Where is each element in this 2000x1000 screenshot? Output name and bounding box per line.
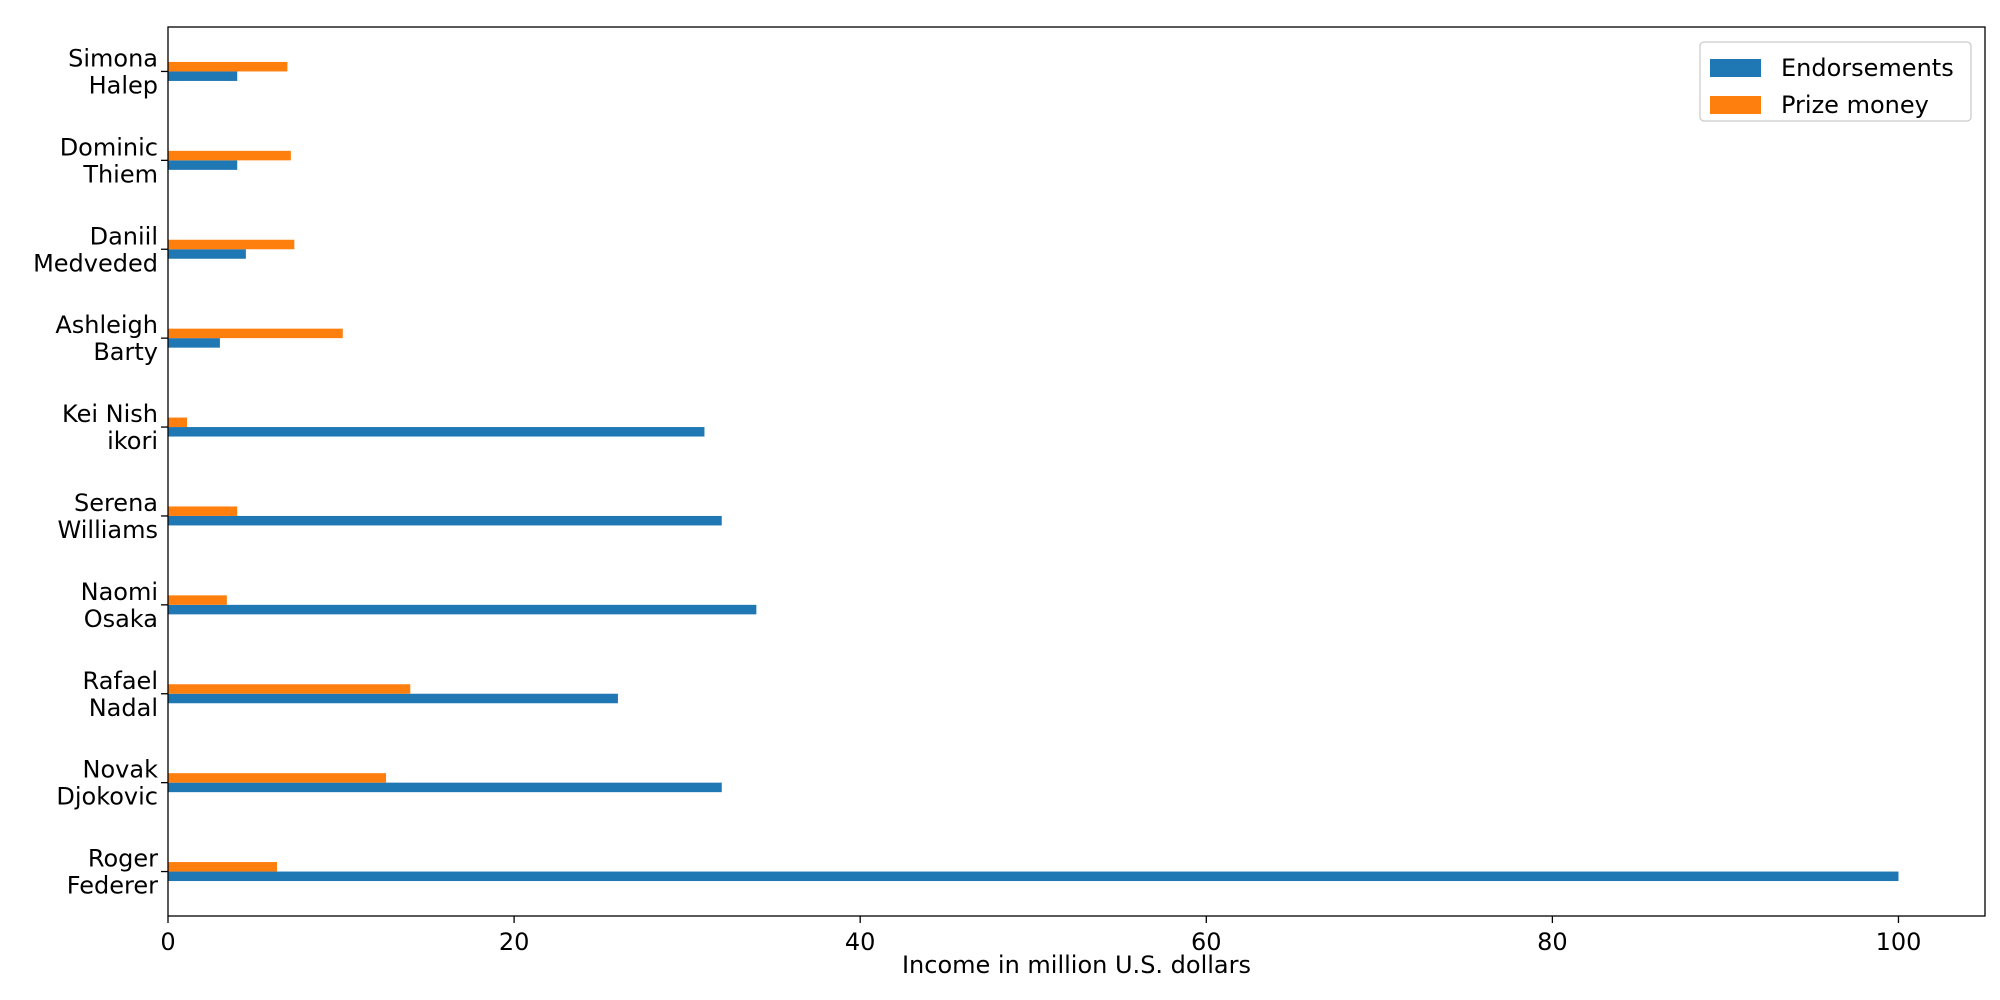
legend-swatch bbox=[1710, 59, 1761, 77]
bar-prize-money bbox=[168, 61, 288, 72]
category-label: Simona Halep bbox=[68, 44, 158, 99]
legend-swatch bbox=[1710, 96, 1761, 114]
y-axis: Roger Federer Novak Djokovic Rafael Nadal Naom… bbox=[33, 44, 168, 900]
bar-endorsements bbox=[168, 782, 722, 793]
bar-prize-money bbox=[168, 684, 411, 694]
category-label-line: ikori bbox=[107, 427, 158, 455]
category-label: Daniil Medveded bbox=[33, 222, 158, 277]
x-tick-label: 40 bbox=[845, 928, 876, 956]
category-label: Rafael Nadal bbox=[83, 667, 158, 722]
category-label-line: Novak bbox=[83, 756, 159, 784]
category-label: Kei Nish ikori bbox=[62, 400, 158, 455]
bar-endorsements bbox=[168, 338, 220, 348]
bar-prize-money bbox=[168, 239, 295, 250]
bar-prize-money bbox=[168, 150, 291, 161]
legend-label: Endorsements bbox=[1781, 54, 1954, 82]
category-label-line: Dominic bbox=[60, 133, 158, 161]
category-label-line: Ashleigh bbox=[55, 311, 158, 339]
category-label: Ashleigh Barty bbox=[55, 311, 158, 366]
category-label-line: Williams bbox=[58, 516, 158, 544]
bar-endorsements bbox=[168, 71, 238, 81]
legend-frame bbox=[1699, 41, 1972, 122]
category-label-line: Osaka bbox=[84, 605, 158, 633]
bar-prize-money bbox=[168, 506, 238, 516]
category-label-line: Medveded bbox=[33, 249, 158, 277]
category-label-line: Nadal bbox=[89, 694, 158, 722]
bar-endorsements bbox=[168, 427, 705, 437]
category-label-line: Barty bbox=[93, 338, 158, 366]
legend-label: Prize money bbox=[1781, 91, 1929, 119]
bar-endorsements bbox=[168, 515, 722, 526]
category-label: Novak Djokovic bbox=[56, 756, 158, 811]
category-label-line: Simona bbox=[68, 44, 158, 72]
bar-prize-money bbox=[168, 595, 227, 605]
category-label: Roger Federer bbox=[67, 845, 158, 900]
bar-prize-money bbox=[168, 417, 188, 428]
category-label-line: Serena bbox=[74, 489, 158, 517]
category-label-line: Thiem bbox=[82, 160, 158, 188]
category-label-line: Kei Nish bbox=[62, 400, 158, 428]
bar-endorsements bbox=[168, 693, 618, 704]
category-label-line: Daniil bbox=[90, 222, 158, 250]
x-tick-label: 100 bbox=[1876, 928, 1922, 956]
bar-prize-money bbox=[168, 773, 387, 783]
x-tick-label: 0 bbox=[160, 928, 175, 956]
bar-prize-money bbox=[168, 328, 343, 339]
category-label: Dominic Thiem bbox=[60, 133, 158, 188]
category-label-line: Federer bbox=[67, 872, 158, 900]
x-axis: 0 20 40 60 80 100 bbox=[160, 916, 1921, 956]
category-label: Serena Williams bbox=[58, 489, 158, 544]
category-label-line: Djokovic bbox=[56, 783, 158, 811]
category-label-line: Rafael bbox=[83, 667, 158, 695]
bar-endorsements bbox=[168, 160, 238, 170]
bar-endorsements bbox=[168, 249, 246, 259]
x-tick-label: 60 bbox=[1191, 928, 1222, 956]
plot-frame bbox=[167, 26, 1986, 917]
x-tick-label: 20 bbox=[499, 928, 530, 956]
x-tick-label: 80 bbox=[1537, 928, 1568, 956]
bar-endorsements bbox=[168, 604, 757, 615]
bar-endorsements bbox=[168, 871, 1899, 882]
category-label-line: Halep bbox=[89, 71, 158, 99]
category-label-line: Naomi bbox=[81, 578, 158, 606]
bars-layer bbox=[168, 61, 1899, 882]
category-label: Naomi Osaka bbox=[81, 578, 158, 633]
bar-prize-money bbox=[168, 862, 278, 872]
x-axis-title: Income in million U.S. dollars bbox=[902, 951, 1251, 979]
category-label-line: Roger bbox=[88, 845, 158, 873]
legend: Endorsements Prize money bbox=[1699, 41, 1972, 122]
